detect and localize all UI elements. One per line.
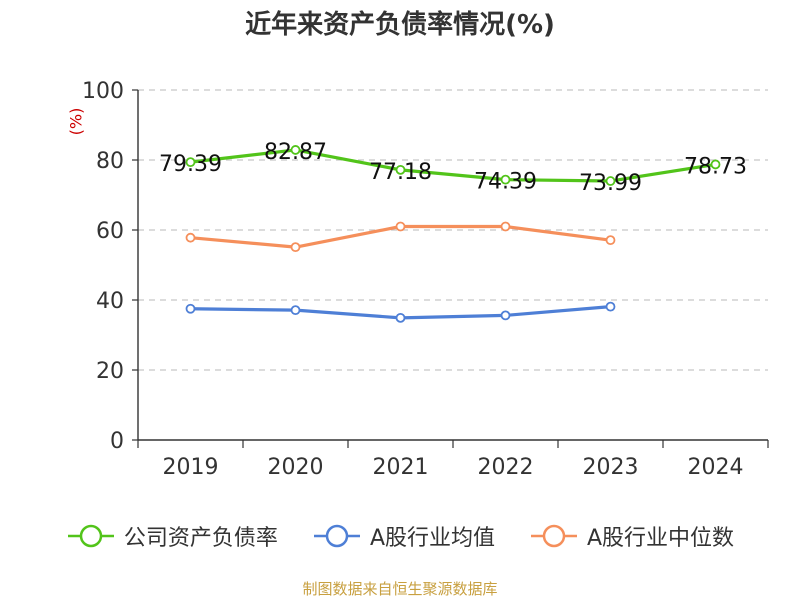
y-tick-label: 0 <box>110 429 124 454</box>
x-tick-label: 2019 <box>163 455 219 480</box>
x-tick-label: 2020 <box>268 455 324 480</box>
data-point <box>710 159 721 170</box>
legend-label: A股行业中位数 <box>587 526 735 551</box>
data-label: 74.39 <box>474 170 537 195</box>
axes <box>132 89 769 448</box>
data-point <box>395 312 406 323</box>
data-label: 78.73 <box>684 154 747 179</box>
y-tick-label: 60 <box>96 219 124 244</box>
y-tick-label: 20 <box>96 359 124 384</box>
data-point <box>185 157 196 168</box>
legend-item: 公司资产负债率 <box>66 520 278 552</box>
legend-label: A股行业均值 <box>369 526 495 551</box>
x-tick-label: 2024 <box>688 455 744 480</box>
grid-lines <box>138 89 768 371</box>
data-point <box>395 164 406 175</box>
data-labels: 79.39 82.87 77.18 74.39 73.99 78.73 <box>159 140 747 196</box>
tick-labels: 0 20 40 60 80 100 2019 2020 2021 2022 2023 2024 <box>82 79 744 480</box>
x-tick-label: 2023 <box>583 455 639 480</box>
chart-title: 近年来资产负债率情况(%) <box>245 10 555 40</box>
data-point <box>290 145 301 155</box>
data-point <box>290 242 301 253</box>
legend-item: A股行业中位数 <box>529 520 734 552</box>
legend-marker <box>531 524 577 548</box>
data-point <box>500 174 511 185</box>
data-point <box>605 176 616 186</box>
legend-marker <box>67 524 114 548</box>
legend-marker <box>313 524 360 548</box>
data-point <box>290 305 301 316</box>
data-point <box>185 303 196 314</box>
data-label: 73.99 <box>579 171 642 196</box>
data-point <box>605 301 616 312</box>
legend: 公司资产负债率 A股行业均值 A股行业中位数 <box>0 520 800 552</box>
data-point <box>185 232 196 243</box>
data-point <box>500 310 511 321</box>
data-label: 77.18 <box>369 160 432 185</box>
data-point <box>395 221 406 232</box>
data-points <box>185 145 721 323</box>
data-label: 79.39 <box>159 152 222 177</box>
legend-label: 公司资产负债率 <box>123 526 278 551</box>
source-note: 制图数据来自恒生聚源数据库 <box>302 580 498 598</box>
data-point <box>500 221 511 232</box>
data-label: 82.87 <box>264 140 327 165</box>
y-tick-label: 80 <box>96 149 124 174</box>
y-tick-label: 100 <box>82 79 124 104</box>
x-tick-label: 2021 <box>373 455 429 480</box>
series-line-0 <box>190 148 716 183</box>
x-tick-label: 2022 <box>478 455 534 480</box>
data-point <box>605 235 616 246</box>
legend-item: A股行业均值 <box>312 520 495 552</box>
y-tick-label: 40 <box>96 289 124 314</box>
